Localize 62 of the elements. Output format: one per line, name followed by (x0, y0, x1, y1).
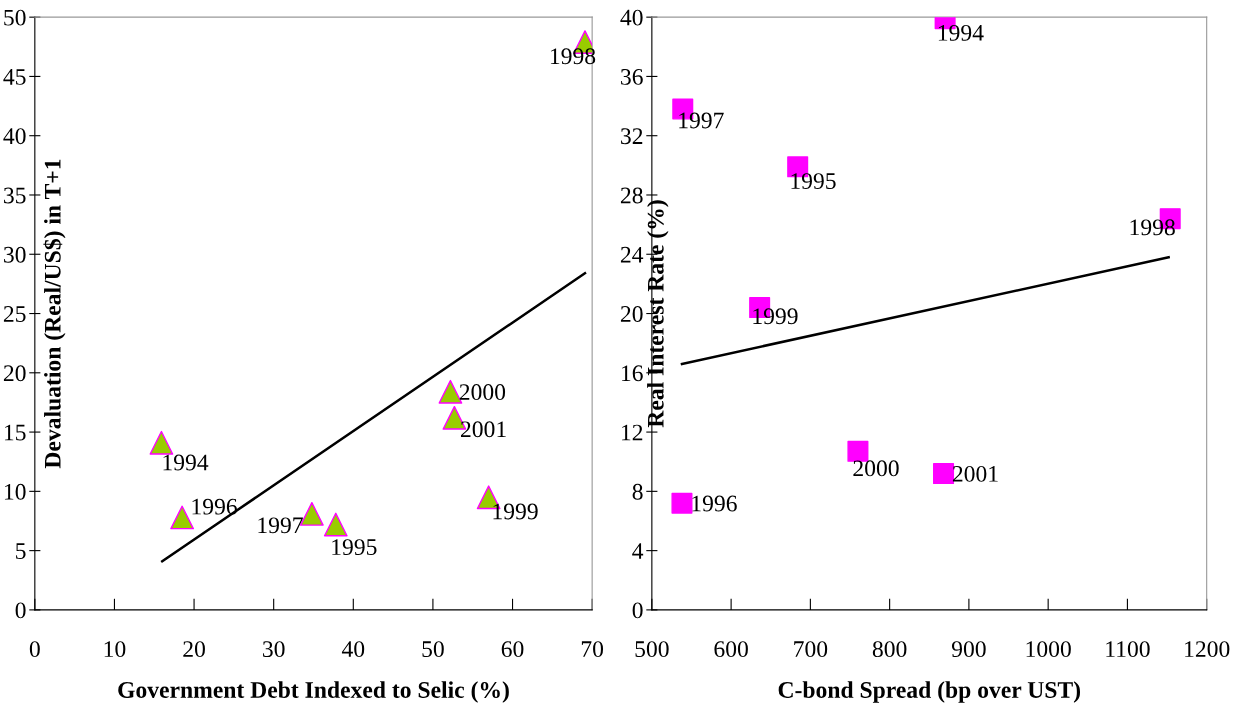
x-tick-label: 40 (341, 641, 365, 658)
point (323, 512, 348, 537)
annotation: 1998 (550, 48, 596, 65)
annotation: 1998 (1130, 219, 1175, 236)
x-tick-label: 10 (104, 641, 126, 658)
annotation: 1996 (192, 498, 237, 515)
annotation: 1994 (163, 454, 209, 471)
point (149, 430, 174, 455)
x-tick-label: 500 (635, 641, 669, 658)
y-tick-label: 0 (632, 602, 643, 619)
y-tick-label: 4 (632, 543, 644, 559)
x-tick-label: 30 (263, 641, 285, 658)
y-tick-label: 40 (620, 9, 643, 26)
x-axis-title: C-bond Spread (bp over UST) (778, 681, 1081, 703)
x-tick-label: 600 (714, 641, 748, 658)
y-tick-label: 12 (621, 424, 643, 441)
y-tick-label: 30 (4, 246, 26, 263)
y-tick-label: 40 (3, 128, 26, 145)
x-tick-label: 50 (422, 641, 444, 658)
x-tick-label: 60 (501, 641, 524, 658)
x-tick-label: 1100 (1106, 641, 1150, 658)
y-tick-label: 15 (4, 424, 26, 441)
annotation: 1994 (938, 24, 984, 41)
annotation: 1995 (332, 539, 377, 556)
y-tick-label: 45 (3, 69, 26, 85)
y-tick-label: 50 (4, 9, 26, 26)
annotation: 2001 (461, 421, 506, 438)
y-tick-label: 5 (16, 543, 26, 560)
annotation: 1995 (791, 173, 836, 189)
y-tick-label: 10 (4, 483, 26, 500)
y-tick-label: 36 (621, 68, 643, 85)
y-tick-label: 20 (3, 365, 26, 382)
x-tick-label: 0 (29, 641, 40, 658)
x-tick-label: 1200 (1185, 641, 1230, 658)
x-tick-label: 1000 (1026, 641, 1071, 658)
y-tick-label: 0 (15, 602, 26, 619)
annotation: 2000 (459, 384, 506, 401)
y-tick-label: 20 (620, 306, 643, 322)
point (847, 440, 869, 462)
point (671, 492, 693, 514)
x-tick-label: 800 (872, 641, 907, 658)
x-axis-title: Government Debt Indexed to Selic (%) (118, 681, 509, 703)
y-tick-label: 28 (620, 187, 643, 204)
y-tick-label: 25 (3, 306, 26, 322)
annotation: 1997 (679, 112, 724, 129)
x-tick-label: 700 (794, 641, 828, 658)
y-tick-label: 16 (621, 365, 643, 382)
y-tick-label: 8 (632, 483, 643, 500)
annotation: 1999 (493, 503, 538, 520)
annotation: 1997 (258, 517, 303, 534)
point (933, 463, 955, 485)
y-axis-title: Real Interest Rate (%) (647, 200, 669, 428)
y-tick-label: 35 (4, 187, 26, 204)
x-tick-label: 900 (951, 641, 986, 658)
x-tick-label: 20 (183, 641, 205, 658)
y-axis-title: Devaluation (Real/US$) in T+1 (43, 159, 66, 469)
annotation: 1996 (692, 495, 737, 512)
y-tick-label: 32 (621, 128, 643, 145)
annotation: 1999 (753, 308, 798, 325)
x-tick-label: 70 (581, 641, 604, 658)
y-tick-label: 24 (620, 246, 644, 263)
annotation: 2000 (853, 460, 899, 477)
